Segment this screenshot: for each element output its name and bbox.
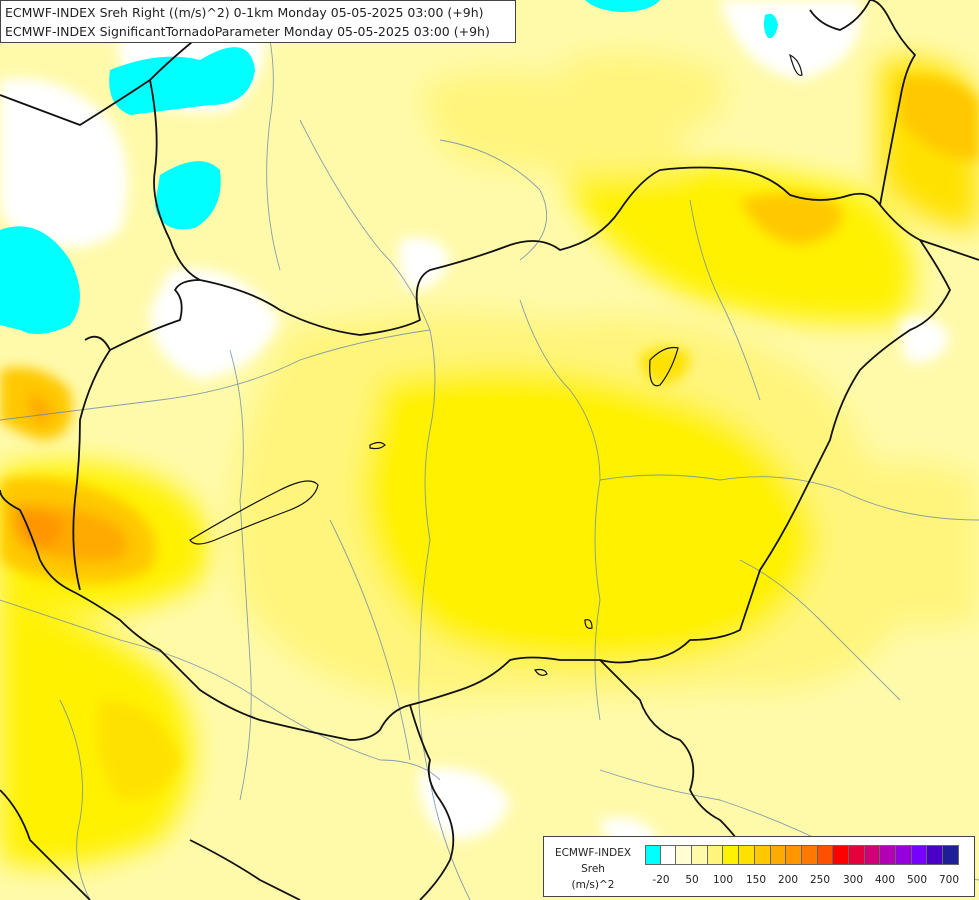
lakes [189,53,803,676]
legend-color-scale [645,845,959,865]
legend-swatch [754,845,771,865]
legend-swatch [645,845,661,865]
legend-swatch [896,845,912,865]
legend-tick-label: 400 [874,874,896,886]
legend-tick-label: 50 [685,874,699,886]
legend-swatch [880,845,896,865]
legend-swatch [801,845,818,865]
legend-swatch [864,845,881,865]
legend-tick-label: 700 [938,874,960,886]
map-title-box: ECMWF-INDEX Sreh Right ((m/s)^2) 0-1km M… [0,0,516,43]
legend-tick-label: 300 [842,874,864,886]
legend-swatch [943,845,959,865]
legend-tick-label: 500 [906,874,928,886]
legend-swatch [723,845,740,865]
legend-tick-label: 150 [745,874,767,886]
field-orange-zones [0,77,979,800]
legend-tick-label: -20 [652,874,670,886]
legend-swatch [692,845,708,865]
legend-tick-labels: -20 50 100 150 200 250 300 400 500 700 [645,874,969,890]
legend-swatch [911,845,928,865]
field-negative-zones [0,0,778,334]
legend-variable: Sreh [581,863,605,875]
legend-swatch [848,845,865,865]
legend-tick-label: 200 [777,874,799,886]
map-title-line-1: ECMWF-INDEX Sreh Right ((m/s)^2) 0-1km M… [5,5,484,20]
legend-swatch [927,845,944,865]
legend-tick-label: 100 [712,874,734,886]
legend-swatch [786,845,802,865]
legend-swatch [676,845,693,865]
legend-swatch [817,845,834,865]
field-yellow-zones [0,52,979,867]
legend-swatch [739,845,755,865]
legend-tick-label: 250 [809,874,831,886]
legend-swatch [707,845,724,865]
legend-swatch [660,845,677,865]
map-title-line-2: ECMWF-INDEX SignificantTornadoParameter … [5,24,490,39]
legend-title: ECMWF-INDEX [554,847,632,859]
color-legend: ECMWF-INDEX Sreh (m/s)^2 -20 50 100 150 200 2… [543,836,975,897]
legend-swatch [833,845,849,865]
legend-swatch [770,845,787,865]
legend-unit: (m/s)^2 [571,879,615,891]
